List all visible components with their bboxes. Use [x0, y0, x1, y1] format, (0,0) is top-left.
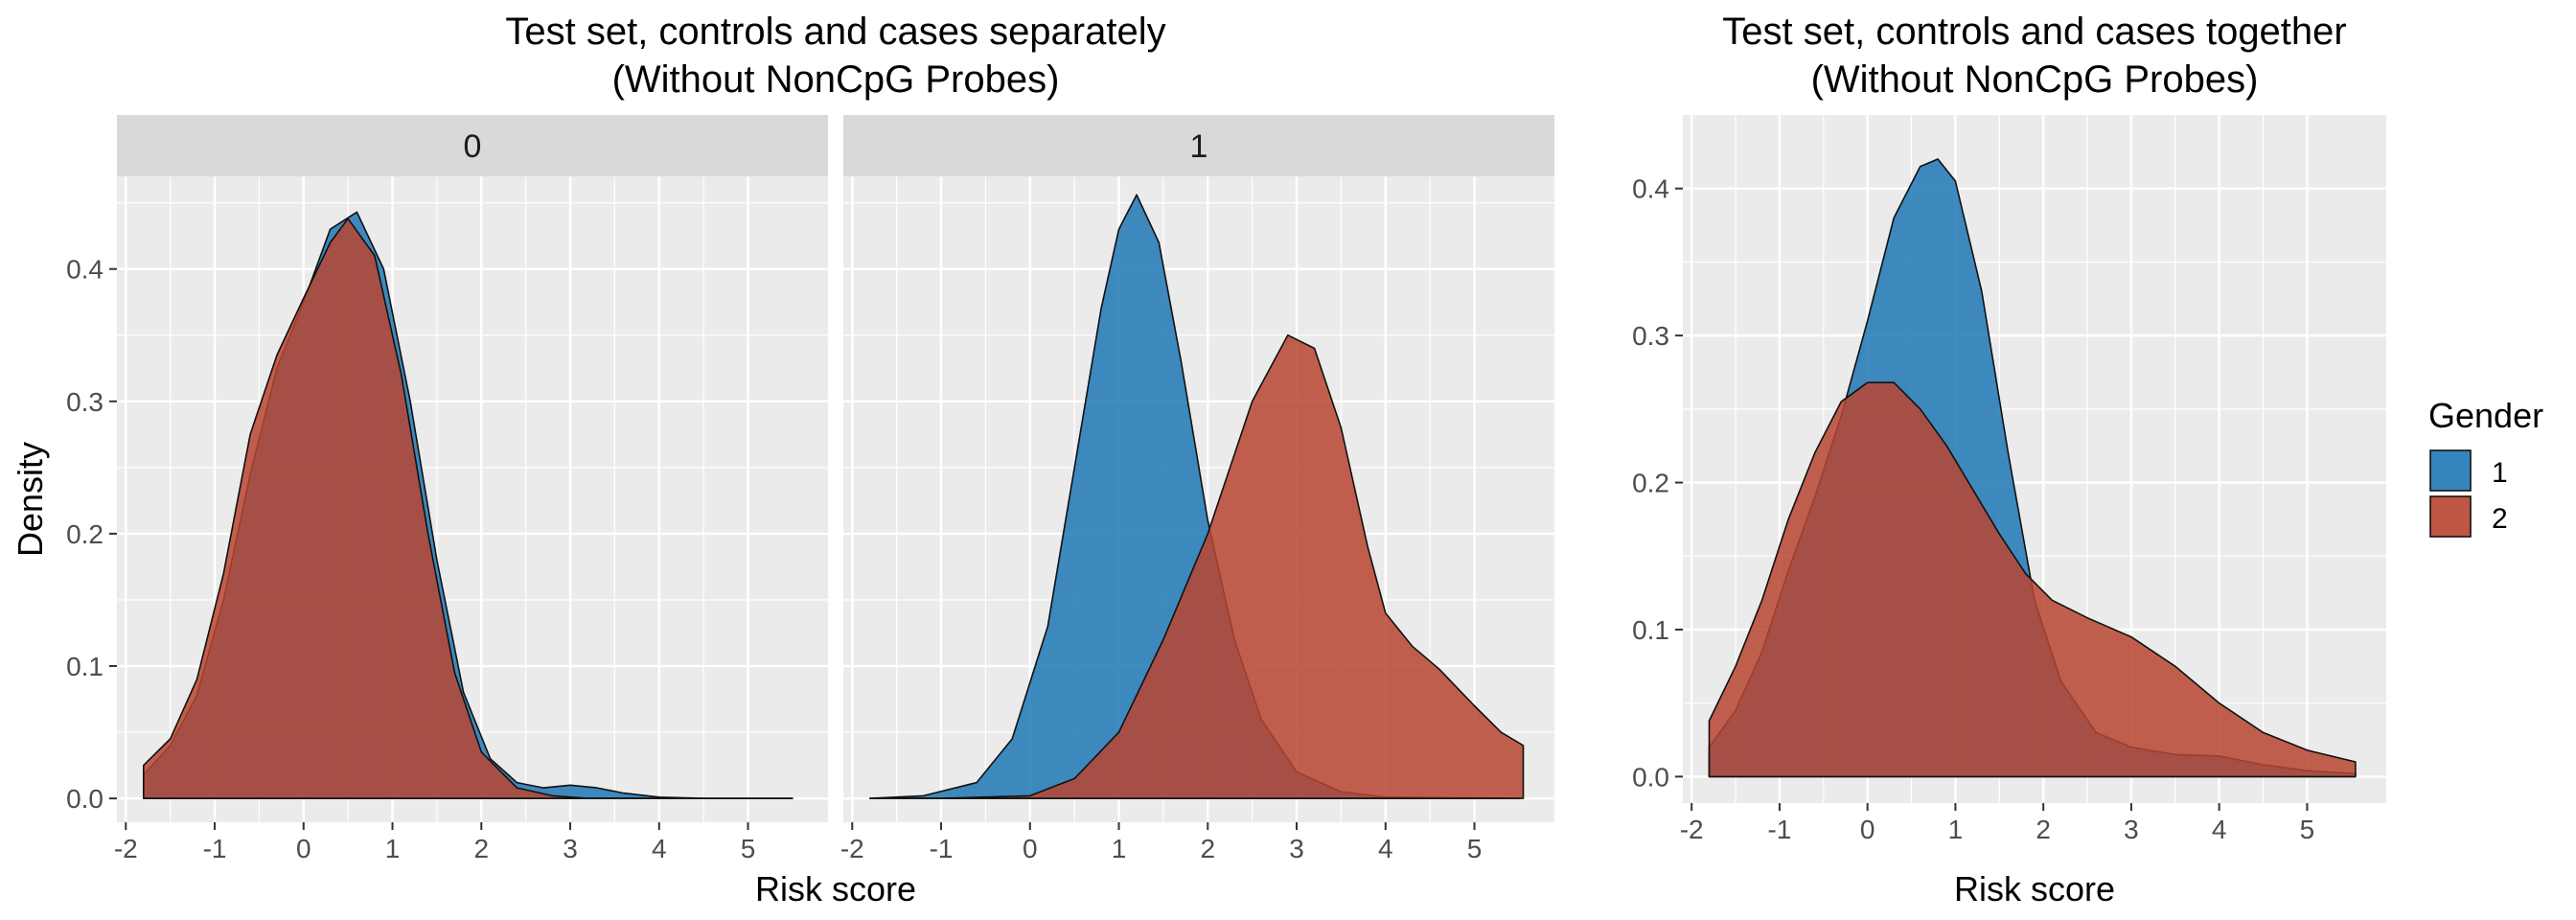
legend-key-1 — [2429, 449, 2472, 492]
y-tick-label: 0.0 — [1632, 762, 1669, 792]
x-tick-label: 0 — [296, 834, 311, 863]
chart-2-x-axis-title: Risk score — [1954, 869, 2115, 908]
x-tick-label: 1 — [1948, 815, 1964, 844]
legend-label-1: 1 — [2492, 457, 2508, 489]
x-tick-label: 3 — [1289, 834, 1304, 863]
y-tick-label: 0.1 — [1632, 615, 1669, 645]
x-tick-label: -2 — [840, 834, 864, 863]
x-tick-label: -1 — [930, 834, 954, 863]
x-tick-label: 5 — [741, 834, 756, 863]
x-tick-label: 4 — [1378, 834, 1393, 863]
x-tick-label: 3 — [563, 834, 578, 863]
y-tick-label: 0.1 — [66, 652, 104, 681]
x-tick-label: -1 — [1767, 815, 1791, 844]
x-tick-label: 0 — [1860, 815, 1875, 844]
y-tick-label: 0.3 — [66, 387, 104, 417]
x-tick-label: 2 — [2036, 815, 2051, 844]
x-tick-label: 5 — [1467, 834, 1483, 863]
x-tick-label: 5 — [2300, 815, 2315, 844]
y-tick-label: 0.4 — [1632, 174, 1669, 204]
x-tick-label: 1 — [385, 834, 401, 863]
chart-1-subtitle: (Without NonCpG Probes) — [612, 58, 1060, 101]
density-area-gender-2 — [869, 334, 1525, 799]
x-tick-label: -2 — [114, 834, 138, 863]
facet-strip-label: 0 — [464, 128, 482, 165]
density-area-gender-2 — [143, 218, 794, 799]
facet-strip — [117, 115, 828, 176]
x-tick-label: -1 — [203, 834, 227, 863]
y-tick-label: 0.3 — [1632, 321, 1669, 351]
combined-panel: -2 -1 0 1 2 3 4 5 0.0 0.1 0.2 0.3 0.4 — [1632, 115, 2386, 844]
x-tick-label: 4 — [2212, 815, 2227, 844]
facet-panel-0: -2 -1 0 1 2 3 4 5 0.0 0.1 0.2 0.3 0.4 0 — [66, 115, 828, 863]
x-tick-label: 0 — [1023, 834, 1038, 863]
x-tick-label: 2 — [1200, 834, 1215, 863]
chart-1-y-axis-title: Density — [11, 442, 50, 557]
legend: Gender 1 2 — [2428, 396, 2543, 538]
x-tick-label: 3 — [2124, 815, 2139, 844]
y-tick-label: 0.2 — [1632, 469, 1669, 498]
chart-1-title: Test set, controls and cases separately — [505, 11, 1165, 53]
density-area-gender-2 — [1708, 381, 2357, 778]
y-tick-label: 0.2 — [66, 519, 104, 549]
legend-key-2 — [2429, 495, 2472, 538]
y-tick-label: 0.4 — [66, 255, 104, 285]
x-tick-label: 4 — [652, 834, 667, 863]
legend-title: Gender — [2428, 396, 2543, 435]
x-tick-label: -2 — [1680, 815, 1704, 844]
facet-panel-1: -2 -1 0 1 2 3 4 5 1 — [840, 115, 1554, 863]
legend-label-2: 2 — [2492, 503, 2508, 535]
y-tick-label: 0.0 — [66, 784, 104, 814]
facet-strip — [843, 115, 1554, 176]
chart-2-title: Test set, controls and cases together — [1722, 11, 2346, 53]
x-tick-label: 2 — [473, 834, 489, 863]
facet-strip-label: 1 — [1190, 128, 1208, 165]
chart-1-x-axis-title: Risk score — [755, 869, 916, 908]
chart-2-subtitle: (Without NonCpG Probes) — [1811, 58, 2259, 101]
x-tick-label: 1 — [1112, 834, 1127, 863]
